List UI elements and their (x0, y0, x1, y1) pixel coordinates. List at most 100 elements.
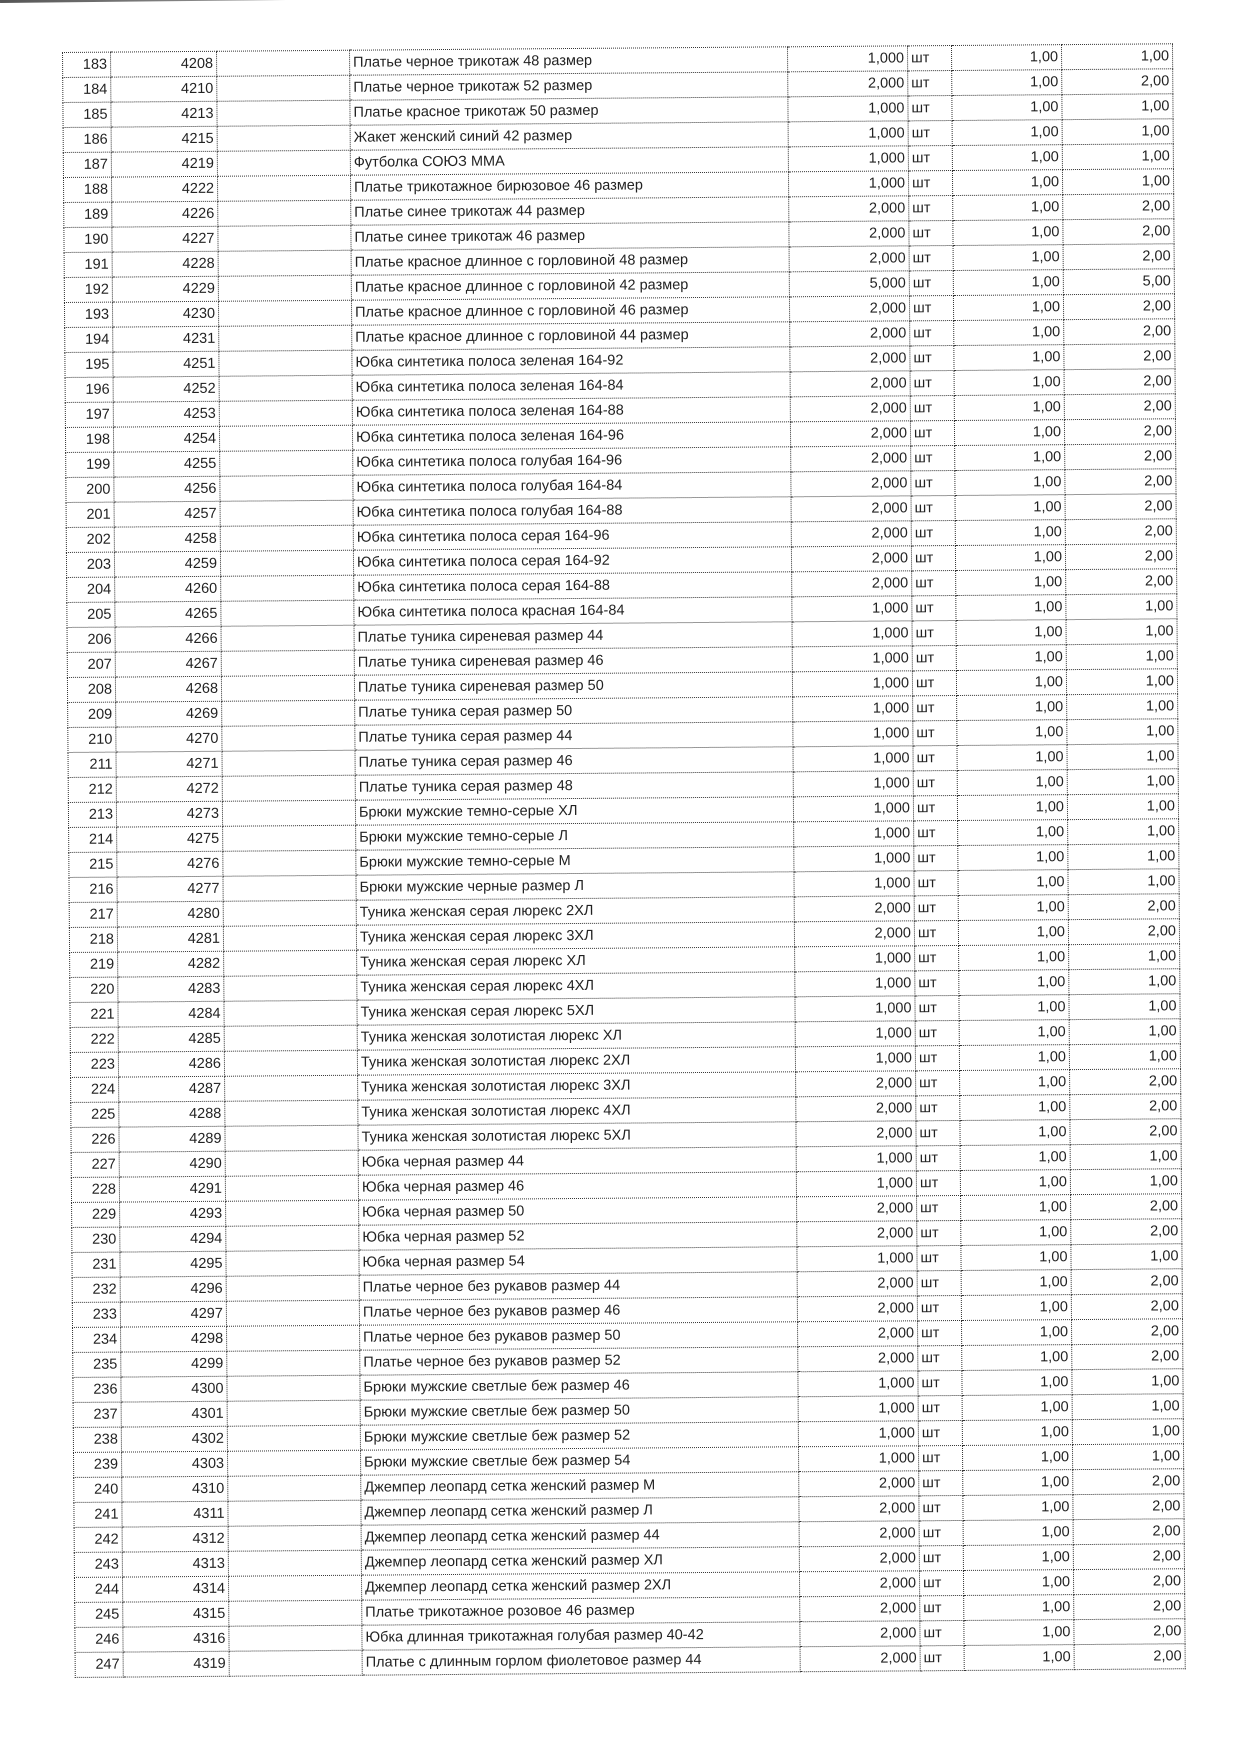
amount: 2,00 (1064, 368, 1176, 395)
quantity: 2,000 (799, 1545, 920, 1572)
unit: шт (914, 970, 959, 996)
unit: шт (916, 1220, 961, 1246)
empty-cell (226, 1275, 360, 1302)
quantity: 2,000 (796, 1220, 917, 1247)
empty-cell (217, 125, 351, 152)
row-number: 189 (63, 202, 112, 228)
item-name: Туника женская серая люрекс 4ХЛ (356, 971, 795, 1001)
price: 1,00 (962, 1394, 1073, 1421)
amount: 2,00 (1074, 1643, 1186, 1670)
row-number: 187 (63, 152, 112, 178)
quantity: 1,000 (797, 1370, 919, 1397)
item-name: Брюки мужские светлые беж размер 52 (360, 1421, 799, 1451)
unit: шт (918, 1470, 963, 1496)
quantity: 1,000 (796, 1145, 917, 1172)
item-name: Платье туника сиреневая размер 46 (354, 646, 793, 676)
empty-cell (219, 425, 353, 452)
price: 1,00 (957, 794, 1068, 821)
item-name: Джемпер леопард сетка женский размер Л (360, 1496, 800, 1526)
unit: шт (913, 845, 958, 871)
unit: шт (915, 1120, 961, 1146)
item-name: Платье черное без рукавов размер 52 (359, 1346, 798, 1376)
price: 1,00 (952, 169, 1063, 196)
item-name: Платье туника сиреневая размер 50 (354, 671, 793, 701)
item-name: Платье красное длинное с горловиной 48 р… (351, 246, 790, 276)
quantity: 2,000 (797, 1270, 918, 1297)
amount: 1,00 (1069, 1043, 1181, 1070)
amount: 2,00 (1070, 1193, 1182, 1220)
amount: 1,00 (1070, 1143, 1182, 1170)
quantity: 1,000 (795, 1045, 916, 1072)
item-name: Платье с длинным горлом фиолетовое разме… (362, 1646, 801, 1676)
item-name: Туника женская серая люрекс ХЛ (356, 946, 795, 976)
row-number: 229 (71, 1202, 120, 1228)
unit: шт (909, 245, 954, 271)
item-code: 4252 (113, 376, 220, 403)
price: 1,00 (956, 719, 1067, 746)
empty-cell (218, 250, 352, 277)
price: 1,00 (958, 994, 1070, 1021)
unit: шт (917, 1295, 962, 1321)
row-number: 191 (64, 252, 113, 278)
unit: шт (917, 1270, 962, 1296)
row-number: 245 (74, 1602, 123, 1628)
amount: 2,00 (1062, 218, 1175, 245)
row-number: 190 (63, 227, 113, 253)
quantity: 2,000 (797, 1320, 918, 1347)
amount: 1,00 (1070, 1168, 1182, 1195)
row-number: 188 (63, 177, 112, 203)
quantity: 2,000 (795, 1095, 916, 1122)
unit: шт (909, 345, 955, 371)
item-name: Платье туника серая размер 48 (355, 771, 794, 801)
row-number: 242 (74, 1527, 123, 1553)
unit: шт (913, 870, 959, 896)
unit: шт (911, 495, 956, 521)
amount: 2,00 (1071, 1318, 1183, 1345)
price: 1,00 (963, 1594, 1074, 1621)
item-code: 4282 (117, 951, 224, 978)
amount: 2,00 (1064, 443, 1176, 470)
amount: 1,00 (1066, 743, 1179, 770)
unit: шт (918, 1445, 963, 1471)
quantity: 2,000 (795, 1120, 917, 1147)
item-name: Юбка черная размер 46 (358, 1171, 797, 1201)
empty-cell (220, 525, 354, 552)
item-code: 4288 (118, 1101, 225, 1128)
quantity: 2,000 (791, 520, 912, 547)
row-number: 217 (69, 902, 118, 928)
unit: шт (913, 820, 958, 846)
item-name: Юбка длинная трикотажная голубая размер … (361, 1621, 801, 1651)
quantity: 2,000 (794, 895, 915, 922)
empty-cell (217, 175, 351, 202)
price: 1,00 (958, 919, 1069, 946)
quantity: 2,000 (799, 1595, 920, 1622)
row-number: 219 (69, 952, 118, 978)
quantity: 1,000 (794, 970, 915, 997)
item-name: Платье туника серая размер 44 (354, 721, 793, 751)
amount: 2,00 (1065, 493, 1177, 520)
quantity: 2,000 (788, 195, 909, 222)
row-number: 192 (64, 277, 113, 303)
price: 1,00 (955, 544, 1066, 571)
price: 1,00 (951, 69, 1062, 96)
item-code: 4269 (115, 701, 222, 728)
row-number: 232 (72, 1277, 121, 1303)
row-number: 206 (67, 627, 116, 653)
item-code: 4230 (112, 301, 219, 328)
price: 1,00 (963, 1519, 1074, 1546)
quantity: 2,000 (790, 470, 912, 497)
amount: 1,00 (1065, 593, 1177, 620)
empty-cell (220, 500, 354, 527)
item-name: Платье черное без рукавов размер 46 (359, 1296, 798, 1326)
price: 1,00 (961, 1369, 1073, 1396)
empty-cell (223, 1000, 358, 1027)
row-number: 223 (70, 1052, 119, 1078)
item-name: Юбка синтетика полоса серая 164-88 (353, 571, 792, 601)
row-number: 197 (65, 402, 114, 428)
item-code: 4260 (114, 576, 221, 603)
row-number: 236 (72, 1377, 122, 1403)
price: 1,00 (959, 1094, 1070, 1121)
price: 1,00 (963, 1569, 1074, 1596)
price: 1,00 (962, 1419, 1073, 1446)
row-number: 247 (75, 1652, 124, 1678)
